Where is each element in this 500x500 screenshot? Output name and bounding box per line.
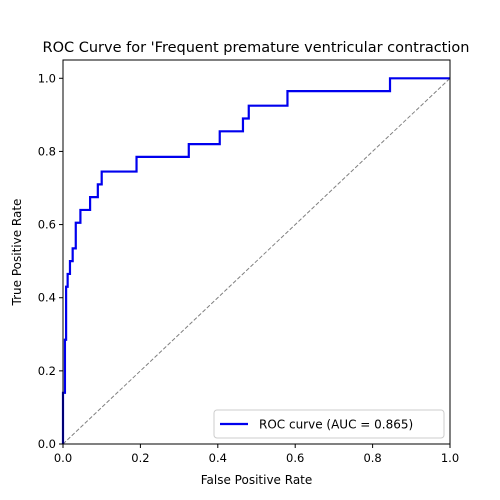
- legend-box: [213, 409, 445, 439]
- legend-label-roc-curve: ROC curve (AUC = 0.865): [259, 418, 413, 432]
- y-axis-ticks: 0.0 0.2 0.4 0.6 0.8 1.0: [38, 71, 63, 451]
- chart-title: ROC Curve for 'Frequent premature ventri…: [43, 40, 470, 56]
- x-tick-label: 0.6: [286, 451, 304, 465]
- plot-background: [63, 60, 450, 444]
- x-tick-label: 0.8: [363, 451, 381, 465]
- x-axis-ticks: 0.0 0.2 0.4 0.6 0.8 1.0: [54, 444, 459, 465]
- y-tick-label: 0.4: [38, 291, 56, 305]
- y-axis-label: True Positive Rate: [10, 199, 24, 307]
- y-tick-label: 0.0: [38, 437, 56, 451]
- x-tick-label: 1.0: [441, 451, 459, 465]
- chance-diagonal-line: [62, 77, 451, 445]
- y-tick-label: 0.6: [38, 218, 56, 232]
- series-layer: [61, 77, 451, 445]
- x-tick-label: 0.0: [54, 451, 72, 465]
- plot-area: [61, 59, 451, 445]
- legend: ROC curve (AUC = 0.865): [213, 409, 445, 439]
- y-tick-label: 0.2: [38, 364, 56, 378]
- y-tick-label: 1.0: [38, 71, 56, 85]
- plot-frame: [62, 59, 451, 445]
- x-axis-label: False Positive Rate: [201, 473, 313, 487]
- roc-curve-line: [61, 77, 450, 444]
- y-tick-label: 0.8: [38, 144, 56, 158]
- x-tick-label: 0.4: [209, 451, 227, 465]
- x-tick-label: 0.2: [131, 451, 149, 465]
